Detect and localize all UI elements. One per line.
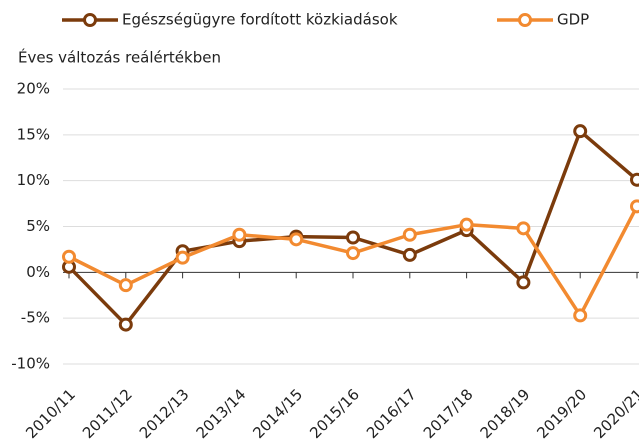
x-tick-label: 2020/21 — [590, 385, 639, 439]
point — [402, 227, 417, 242]
y-tick-label: -10% — [11, 355, 50, 373]
x-tick-label: 2015/16 — [306, 385, 363, 439]
point — [175, 250, 190, 265]
series-line — [68, 205, 639, 318]
x-tick-label: 2014/15 — [249, 385, 306, 439]
point — [118, 317, 133, 332]
legend-marker — [518, 13, 532, 27]
y-axis-label: Éves változás reálértékben — [18, 48, 221, 67]
y-tick-label: 0% — [26, 263, 50, 281]
point — [573, 124, 588, 139]
point — [516, 221, 531, 236]
point — [232, 227, 247, 242]
point — [630, 172, 639, 187]
x-tick-label: 2018/19 — [477, 385, 534, 439]
x-tick-label: 2012/13 — [136, 385, 193, 439]
y-tick-label: 20% — [17, 80, 50, 98]
x-tick-label: 2016/17 — [363, 385, 420, 439]
x-tick-label: 2011/12 — [79, 385, 136, 439]
point — [573, 308, 588, 323]
point — [630, 199, 639, 214]
point — [346, 230, 360, 245]
legend-label: GDP — [557, 11, 589, 29]
y-tick-label: 10% — [17, 171, 50, 189]
point — [346, 246, 360, 261]
series-line — [67, 129, 639, 327]
y-tick-label: 15% — [17, 125, 50, 143]
x-tick-label: 2019/20 — [533, 385, 590, 439]
x-tick-label: 2010/11 — [22, 385, 79, 439]
point — [516, 275, 531, 290]
point — [459, 217, 474, 232]
y-tick-label: 5% — [26, 217, 50, 235]
point — [402, 247, 417, 262]
x-tick-label: 2013/14 — [193, 385, 250, 439]
legend-label: Egészségügyre fordított közkiadások — [122, 11, 398, 29]
point — [118, 278, 133, 293]
point — [62, 249, 76, 264]
y-tick-label: -5% — [21, 309, 50, 327]
x-tick-label: 2017/18 — [420, 385, 477, 439]
point — [289, 232, 304, 247]
legend-marker — [83, 13, 97, 27]
